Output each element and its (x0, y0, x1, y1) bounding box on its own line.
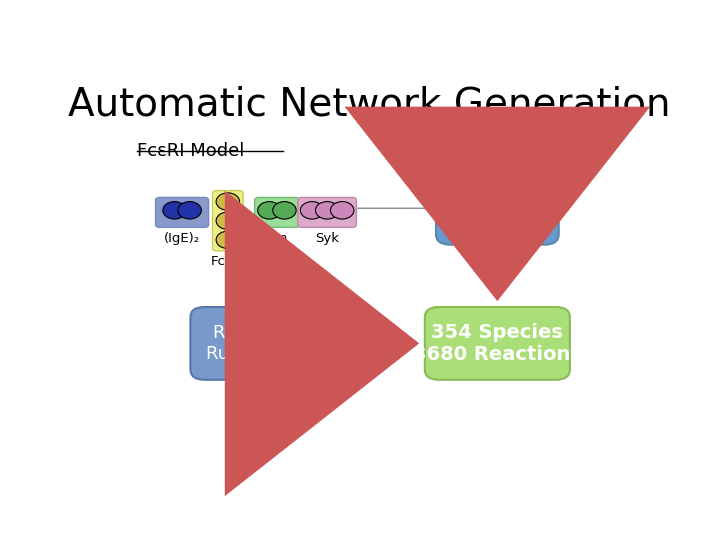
FancyBboxPatch shape (156, 198, 209, 227)
FancyBboxPatch shape (190, 307, 313, 380)
Text: Automatic Network Generation: Automatic Network Generation (68, 85, 670, 124)
Circle shape (330, 201, 354, 219)
Circle shape (273, 201, 296, 219)
Circle shape (315, 201, 339, 219)
Text: FcεRI Model: FcεRI Model (138, 141, 245, 160)
FancyBboxPatch shape (255, 198, 300, 227)
Text: Syk: Syk (315, 232, 339, 245)
Text: Seed Species
(4): Seed Species (4) (437, 189, 557, 228)
FancyBboxPatch shape (298, 198, 356, 227)
Circle shape (300, 201, 324, 219)
FancyBboxPatch shape (436, 172, 559, 245)
Text: FcεRI: FcεRI (210, 255, 246, 268)
Circle shape (216, 231, 240, 248)
Circle shape (258, 201, 281, 219)
FancyBboxPatch shape (425, 307, 570, 380)
Text: Lyn: Lyn (266, 232, 288, 245)
Circle shape (216, 212, 240, 230)
Circle shape (216, 193, 240, 211)
Text: 354 Species
3680 Reactions: 354 Species 3680 Reactions (413, 323, 582, 364)
FancyBboxPatch shape (212, 191, 243, 251)
Text: (IgE)₂: (IgE)₂ (164, 232, 200, 245)
Circle shape (163, 201, 186, 219)
Circle shape (178, 201, 202, 219)
Text: Reaction
Rules (19): Reaction Rules (19) (206, 324, 297, 363)
